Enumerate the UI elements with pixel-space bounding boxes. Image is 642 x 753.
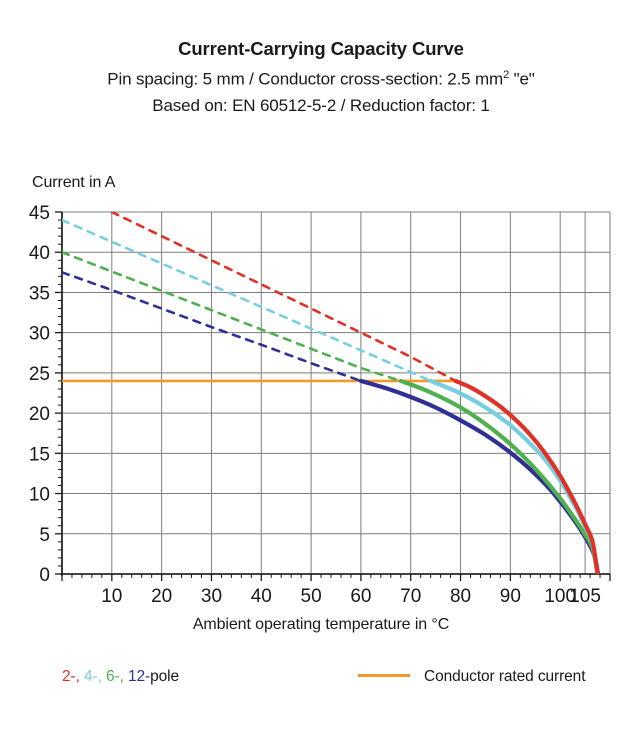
x-tick-label: 20 — [151, 586, 172, 607]
x-tick-label: 40 — [251, 586, 272, 607]
x-tick-label: 80 — [450, 586, 471, 607]
legend-pole-part-2: 6-, — [106, 668, 128, 685]
legend-pole-entries: 2-, 4-, 6-, 12-pole — [62, 668, 179, 686]
legend-pole-part-4: pole — [150, 668, 180, 685]
x-tick-label: 60 — [350, 586, 371, 607]
x-tick-label: 50 — [301, 586, 322, 607]
legend-rated-current-swatch — [358, 674, 410, 677]
tick-labels: 0 5 10 15 20 25 30 35 40 45 10 20 30 40 50 60 70 80 90 1001… — [29, 203, 601, 607]
y-tick-label: 15 — [29, 444, 50, 465]
y-tick-label: 0 — [39, 565, 50, 586]
solid-curve-2-pole — [453, 378, 600, 574]
legend-pole-part-0: 2-, — [62, 668, 84, 685]
y-tick-label: 20 — [29, 404, 50, 425]
x-tick-label: 70 — [400, 586, 421, 607]
grid-lines — [61, 211, 611, 575]
x-tick-label: 30 — [201, 586, 222, 607]
y-tick-label: 25 — [29, 364, 50, 385]
y-tick-label: 40 — [29, 243, 50, 264]
y-axis-label: Current in A — [32, 174, 116, 191]
y-tick-label: 45 — [29, 203, 50, 224]
legend-rated-current-entry: Conductor rated current — [358, 668, 586, 686]
dashed-curve-6-pole — [62, 250, 403, 383]
x-tick-label: 100 — [544, 586, 576, 607]
subtitle-superscript: 2 — [503, 69, 510, 81]
y-tick-label: 5 — [39, 525, 50, 546]
y-tick-label: 10 — [29, 485, 50, 506]
y-tick-label: 35 — [29, 283, 50, 304]
x-tick-label: 105 — [569, 586, 601, 607]
curves — [62, 212, 601, 574]
chart-legend: 2-, 4-, 6-, 12-pole Conductor rated curr… — [0, 668, 642, 698]
x-tick-label: 10 — [101, 586, 122, 607]
y-tick-label: 30 — [29, 324, 50, 345]
solid-curve-4-pole — [428, 378, 600, 574]
chart-title-block: Current-Carrying Capacity Curve Pin spac… — [0, 36, 642, 119]
x-tick-label: 90 — [500, 586, 521, 607]
subtitle-text-b: "e" — [509, 69, 535, 89]
dashed-curve-2-pole — [108, 212, 457, 383]
axis-ticks — [55, 211, 611, 581]
legend-pole-part-1: 4-, — [84, 668, 106, 685]
chart-subtitle-2: Based on: EN 60512-5-2 / Reduction facto… — [152, 95, 490, 115]
legend-rated-current-label: Conductor rated current — [424, 668, 586, 685]
dashed-curve-12-pole — [62, 271, 363, 383]
dashed-curve-4-pole — [62, 218, 432, 383]
legend-pole-part-3: 12- — [128, 668, 151, 685]
page-title: Current-Carrying Capacity Curve — [178, 38, 464, 59]
chart-subtitle-1: Pin spacing: 5 mm / Conductor cross-sect… — [0, 62, 642, 93]
x-axis-label: Ambient operating temperature in °C — [192, 616, 450, 633]
solid-curve-6-pole — [398, 378, 600, 574]
subtitle-text-a: Pin spacing: 5 mm / Conductor cross-sect… — [107, 69, 504, 89]
